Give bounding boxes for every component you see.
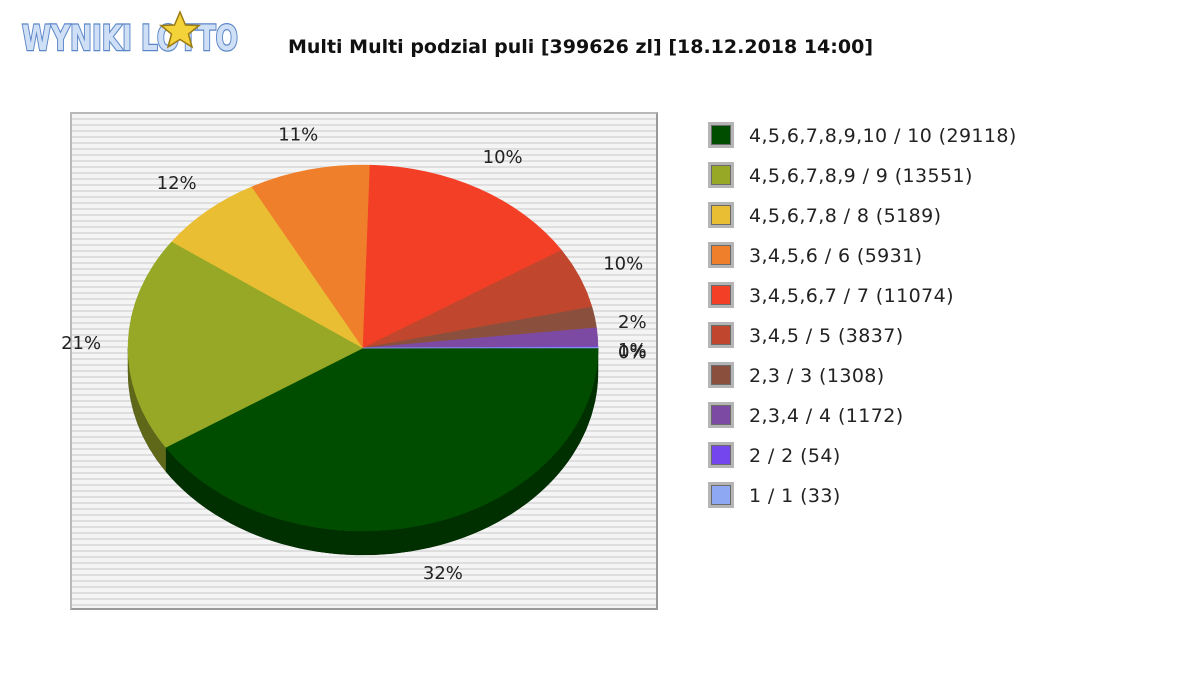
chart-title: Multi Multi podzial puli [399626 zl] [18… [288, 36, 874, 58]
legend-swatch [708, 322, 734, 348]
legend-label: 3,4,5,6 / 6 (5931) [749, 245, 923, 267]
pie-slice-pct-label-7: 2% [618, 312, 647, 333]
pie-slice-2 [127, 241, 364, 448]
legend-swatch [708, 202, 734, 228]
legend-label: 4,5,6,7,8 / 8 (5189) [749, 205, 942, 227]
legend-label: 1 / 1 (33) [749, 485, 841, 507]
pie-slice-5 [362, 164, 562, 349]
pie-slice-pct-label-10: 0% [618, 342, 647, 363]
legend-swatch [708, 242, 734, 268]
legend-label: 3,4,5,6,7 / 7 (11074) [749, 285, 954, 307]
pie-slice-pct-label-5: 10% [483, 147, 523, 168]
legend-swatch [708, 162, 734, 188]
logo-text: WYNIKI LOTTO [22, 19, 238, 59]
wyniki-lotto-logo: WYNIKI LOTTO [21, 10, 239, 60]
legend-swatch [708, 122, 734, 148]
pie-slice-pct-label-1: 32% [423, 563, 463, 584]
pie-slice-1 [165, 347, 599, 532]
pie-slice-pct-label-4: 11% [278, 124, 318, 145]
legend-swatch [708, 482, 734, 508]
pie-slice-pct-label-8: 1% [618, 340, 647, 361]
legend-label: 2,3,4 / 4 (1172) [749, 405, 904, 427]
legend-swatch [708, 442, 734, 468]
legend-swatch [708, 282, 734, 308]
legend-label: 4,5,6,7,8,9 / 9 (13551) [749, 165, 973, 187]
pie-slice-pct-label-2: 21% [61, 333, 101, 354]
legend-label: 2 / 2 (54) [749, 445, 841, 467]
legend-label: 2,3 / 3 (1308) [749, 365, 885, 387]
legend-swatch [708, 402, 734, 428]
legend-label: 4,5,6,7,8,9,10 / 10 (29118) [749, 125, 1017, 147]
pie-slice-10 [362, 347, 599, 349]
pie-slice-pct-label-6: 10% [603, 253, 643, 274]
pie-slice-3 [171, 186, 364, 349]
logo-star-icon [158, 10, 202, 49]
pie-slice-pct-label-9: 0% [618, 342, 647, 363]
pie-slice-pct-label-3: 12% [157, 173, 197, 194]
legend-swatch [708, 362, 734, 388]
legend-label: 3,4,5 / 5 (3837) [749, 325, 904, 347]
pie-slice-4 [251, 164, 371, 349]
